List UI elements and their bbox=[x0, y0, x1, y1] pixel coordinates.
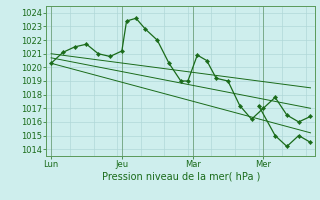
X-axis label: Pression niveau de la mer( hPa ): Pression niveau de la mer( hPa ) bbox=[102, 172, 260, 182]
